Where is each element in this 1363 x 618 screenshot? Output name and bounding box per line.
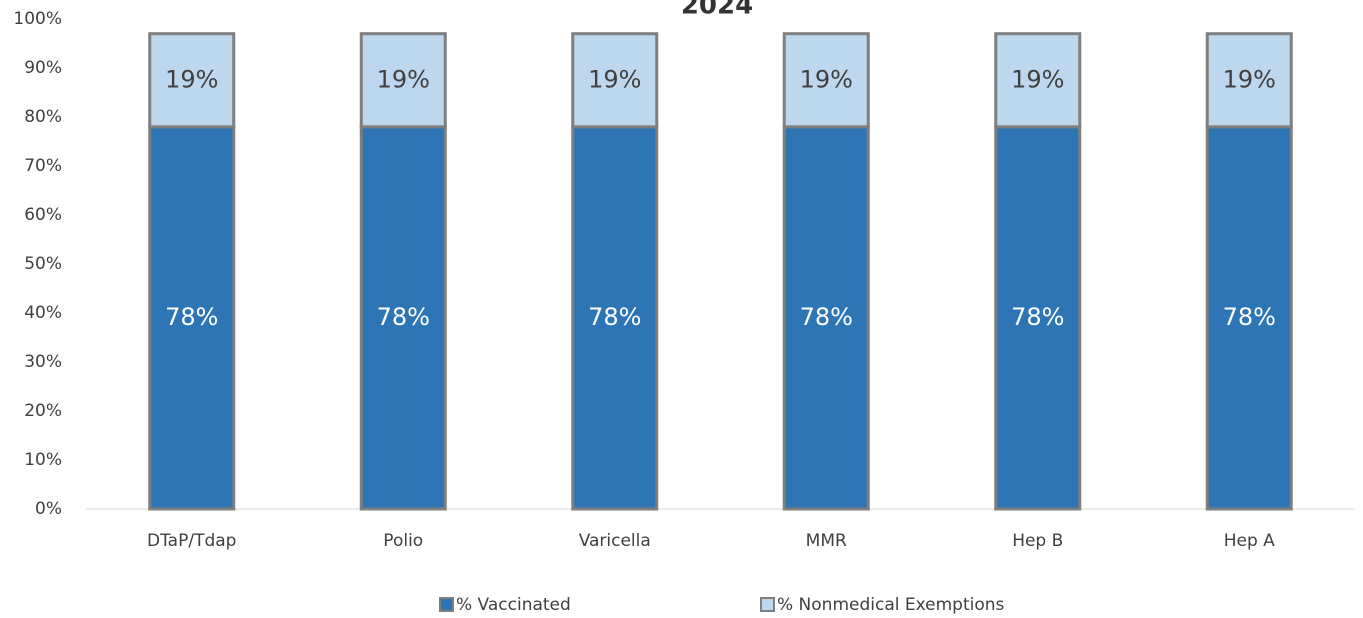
bar-segment <box>994 32 1082 129</box>
y-tick-label: 40% <box>24 303 62 323</box>
bar-segment <box>782 32 870 129</box>
value-label: 19% <box>800 65 853 93</box>
y-tick-label: 20% <box>24 401 62 421</box>
y-tick-label: 0% <box>35 499 62 519</box>
chart-title: 2024 <box>681 0 753 21</box>
x-tick-label: Varicella <box>579 531 651 551</box>
x-tick-label: Polio <box>383 531 423 551</box>
bar-segment <box>571 125 659 511</box>
legend-swatch <box>439 597 454 612</box>
y-tick-label: 30% <box>24 352 62 372</box>
bar-segment <box>359 32 447 129</box>
value-label: 19% <box>1011 65 1064 93</box>
bar-segment <box>782 125 870 511</box>
x-tick-label: DTaP/Tdap <box>147 531 236 551</box>
y-tick-label: 90% <box>24 58 62 78</box>
x-tick-label: Hep A <box>1224 531 1275 551</box>
x-tick-label: MMR <box>806 531 847 551</box>
bar-segment <box>1205 32 1293 129</box>
y-tick-label: 10% <box>24 450 62 470</box>
value-label: 78% <box>1011 303 1064 331</box>
value-label: 78% <box>1223 303 1276 331</box>
value-label: 19% <box>377 65 430 93</box>
y-tick-label: 80% <box>24 107 62 127</box>
value-label: 19% <box>588 65 641 93</box>
bar-segment <box>148 32 236 129</box>
y-tick-label: 50% <box>24 254 62 274</box>
bar-segment <box>148 125 236 511</box>
bar-segment <box>1205 125 1293 511</box>
value-label: 78% <box>800 303 853 331</box>
legend-label: % Nonmedical Exemptions <box>777 595 1005 615</box>
value-label: 78% <box>377 303 430 331</box>
y-tick-label: 60% <box>24 205 62 225</box>
x-tick-label: Hep B <box>1012 531 1063 551</box>
bar-segment <box>571 32 659 129</box>
bar-segment <box>994 125 1082 511</box>
value-label: 78% <box>165 303 218 331</box>
y-tick-label: 70% <box>24 156 62 176</box>
value-label: 19% <box>1223 65 1276 93</box>
value-label: 78% <box>588 303 641 331</box>
value-label: 19% <box>165 65 218 93</box>
legend-label: % Vaccinated <box>456 595 571 615</box>
y-tick-label: 100% <box>13 9 62 29</box>
legend-swatch <box>760 597 775 612</box>
